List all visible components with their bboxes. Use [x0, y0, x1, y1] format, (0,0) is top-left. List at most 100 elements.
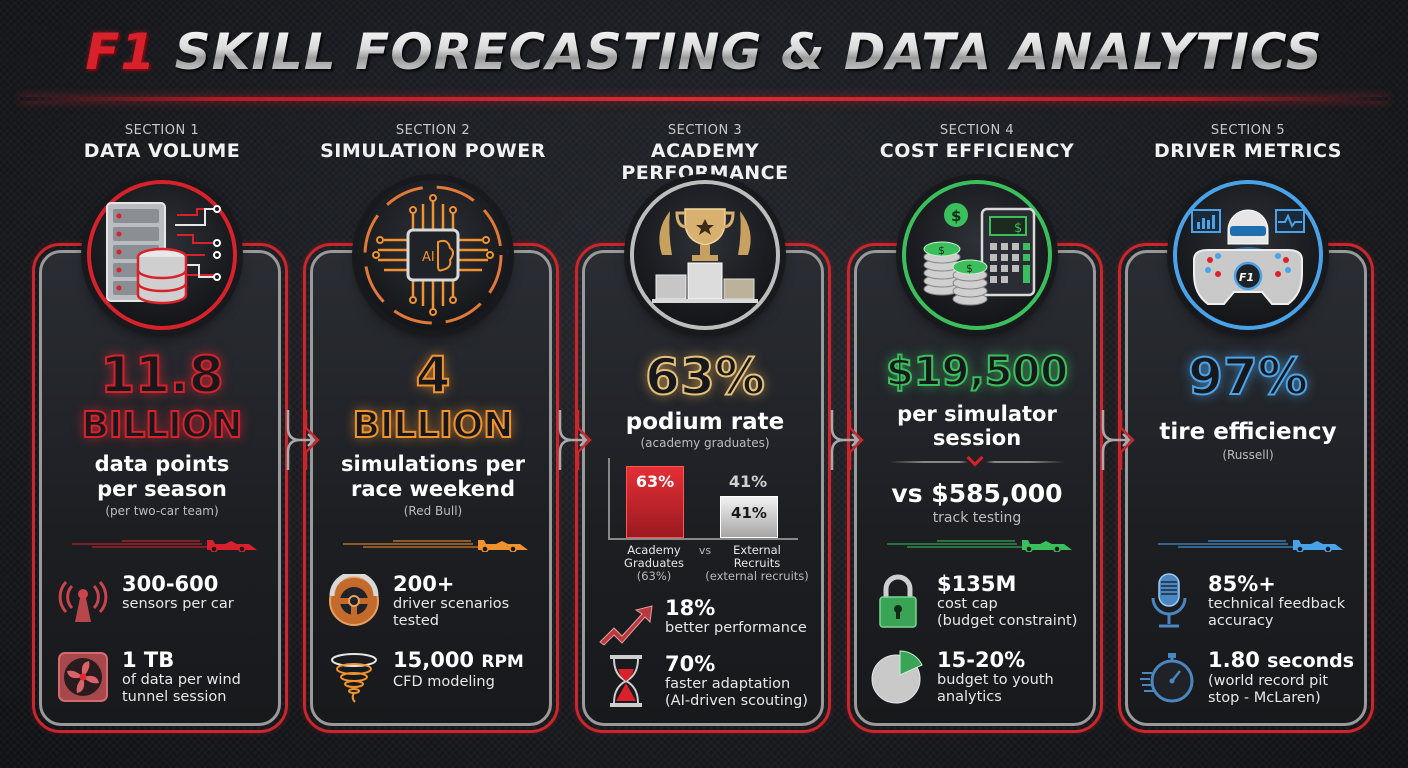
desc-line-1: simulations per	[341, 452, 525, 476]
desc-note: (academy graduates)	[640, 436, 770, 450]
bar-external-sub: (external recruits)	[705, 569, 809, 583]
stat-desc: faster adaptation	[665, 676, 791, 692]
stat-value: 1 TB	[122, 648, 175, 672]
section-label: SECTION 4	[939, 123, 1015, 138]
stat-value: 85%+	[1208, 572, 1276, 596]
svg-text:F1: F1	[1239, 271, 1254, 284]
vs-note: track testing	[932, 510, 1022, 526]
section-driver-metrics: SECTION 5 DRIVER METRICS F1 97% tire eff…	[1118, 0, 1378, 768]
steering-wheel-icon	[325, 572, 383, 630]
title-f1: F1	[85, 23, 157, 81]
stat-value: 70%	[665, 652, 716, 676]
stat-faster-adaptation: 70% faster adaptation (AI-driven scoutin…	[597, 652, 827, 722]
padlock-icon	[869, 572, 927, 630]
vs-value: vs $585,000	[891, 479, 1063, 508]
svg-text:$: $	[938, 244, 945, 257]
stat-youth-budget: 15-20% budget to youth analytics	[869, 648, 1099, 718]
arrow-connector-2-3	[558, 410, 592, 470]
stat-value: 18%	[665, 596, 716, 620]
stat-desc: (world record pit	[1208, 673, 1329, 689]
bar-academy-name: Academy	[627, 543, 681, 557]
trophy-podium-icon	[630, 180, 780, 330]
race-car-speed-icon	[72, 540, 257, 552]
stat-desc: (AI-driven scouting)	[665, 693, 808, 709]
stat-desc: accuracy	[1208, 613, 1274, 629]
desc-line-2: race weekend	[350, 477, 516, 501]
stat-desc: of data per wind	[122, 672, 241, 688]
title-text: SKILL FORECASTING & DATA ANALYTICS	[174, 23, 1323, 81]
section-label: SECTION 5	[1210, 123, 1286, 138]
stat-value: $135M	[937, 572, 1017, 596]
section-title: COST EFFICIENCY	[879, 140, 1075, 162]
race-car-speed-icon	[887, 540, 1072, 552]
antenna-sensor-icon	[54, 572, 112, 630]
arrow-connector-3-4	[830, 410, 864, 470]
server-database-icon	[87, 180, 237, 330]
big-value: 63%	[644, 348, 766, 406]
stat-wind-tunnel: 1 TB of data per wind tunnel session	[54, 648, 284, 718]
svg-text:$: $	[966, 262, 973, 275]
bar-external	[720, 496, 778, 538]
section-title: SIMULATION POWER	[320, 140, 546, 162]
arrow-connector-1-2	[286, 410, 320, 470]
bar-academy-label: 63%	[635, 472, 675, 491]
stat-desc: driver scenarios	[393, 596, 510, 612]
bar-external-name: Recruits	[733, 556, 781, 570]
desc-line-1: podium rate	[625, 409, 785, 435]
bar-external-label: 41%	[731, 504, 767, 522]
divider-with-chevron	[889, 461, 1065, 463]
trend-up-arrow-icon	[597, 596, 655, 654]
stat-value: 15,000	[393, 648, 475, 672]
stat-driver-scenarios: 200+ driver scenarios tested	[325, 572, 555, 642]
stopwatch-icon	[1140, 648, 1198, 706]
stat-desc: technical feedback	[1208, 596, 1346, 612]
section-label: SECTION 2	[395, 123, 471, 138]
stat-value: 1.80	[1208, 648, 1260, 672]
stat-better-performance: 18% better performance	[597, 596, 827, 666]
stat-value: 15-20%	[937, 648, 1026, 672]
svg-text:$: $	[1014, 221, 1022, 236]
wind-tunnel-fan-icon	[54, 648, 112, 706]
bar-academy	[626, 466, 684, 538]
big-unit: BILLION	[81, 405, 244, 446]
stat-value: 300-600	[122, 572, 219, 596]
page-title: F1 SKILL FORECASTING & DATA ANALYTICS	[0, 22, 1408, 82]
big-unit: BILLION	[352, 405, 515, 446]
section-label: SECTION 3	[667, 123, 743, 138]
big-value: 97%	[1187, 348, 1309, 406]
big-value: 11.8	[99, 346, 224, 404]
section-academy-performance: SECTION 3 ACADEMY PERFORMANCE 63% podium…	[575, 0, 835, 768]
big-value: 4	[415, 346, 452, 404]
bar-academy-sub: (63%)	[636, 569, 672, 583]
race-car-speed-icon	[1158, 540, 1343, 552]
arrow-connector-4-5	[1101, 410, 1135, 470]
section-title: DATA VOLUME	[83, 140, 241, 162]
bar-external-name: External	[733, 543, 781, 557]
stat-sensors: 300-600 sensors per car	[54, 572, 284, 642]
desc-line-2: session	[932, 426, 1022, 450]
podium-comparison-chart: 63% 41% 41% Academy Graduates (63%) vs E…	[608, 458, 809, 588]
stat-desc: sensors per car	[122, 596, 234, 612]
title-underline	[20, 97, 1388, 101]
vs-label: vs	[698, 544, 712, 557]
vortex-tornado-icon	[325, 648, 383, 706]
stat-desc: analytics	[937, 689, 1002, 705]
pie-chart-icon	[869, 648, 927, 706]
bar-external-top-label: 41%	[728, 472, 768, 491]
stat-desc: stop - McLaren)	[1208, 690, 1321, 706]
section-title: DRIVER METRICS	[1154, 140, 1342, 162]
desc-line-1: tire efficiency	[1159, 419, 1337, 445]
stat-desc: budget to youth	[937, 672, 1054, 688]
section-simulation-power: SECTION 2 SIMULATION POWER AI 4 BILLION …	[303, 0, 563, 768]
stat-desc: better performance	[665, 620, 807, 636]
stat-desc: cost cap	[937, 596, 998, 612]
stat-cfd: 15,000 RPM CFD modeling	[325, 648, 555, 718]
race-car-speed-icon	[343, 540, 528, 552]
desc-note: (Russell)	[1222, 448, 1274, 462]
bar-academy-name: Graduates	[624, 556, 684, 570]
stat-desc: tested	[393, 613, 439, 629]
desc-line-1: per simulator	[897, 402, 1057, 426]
stat-desc: (budget constraint)	[937, 613, 1078, 629]
stat-desc: tunnel session	[122, 689, 227, 705]
stat-pit-stop: 1.80 seconds (world record pit stop - Mc…	[1140, 648, 1370, 718]
